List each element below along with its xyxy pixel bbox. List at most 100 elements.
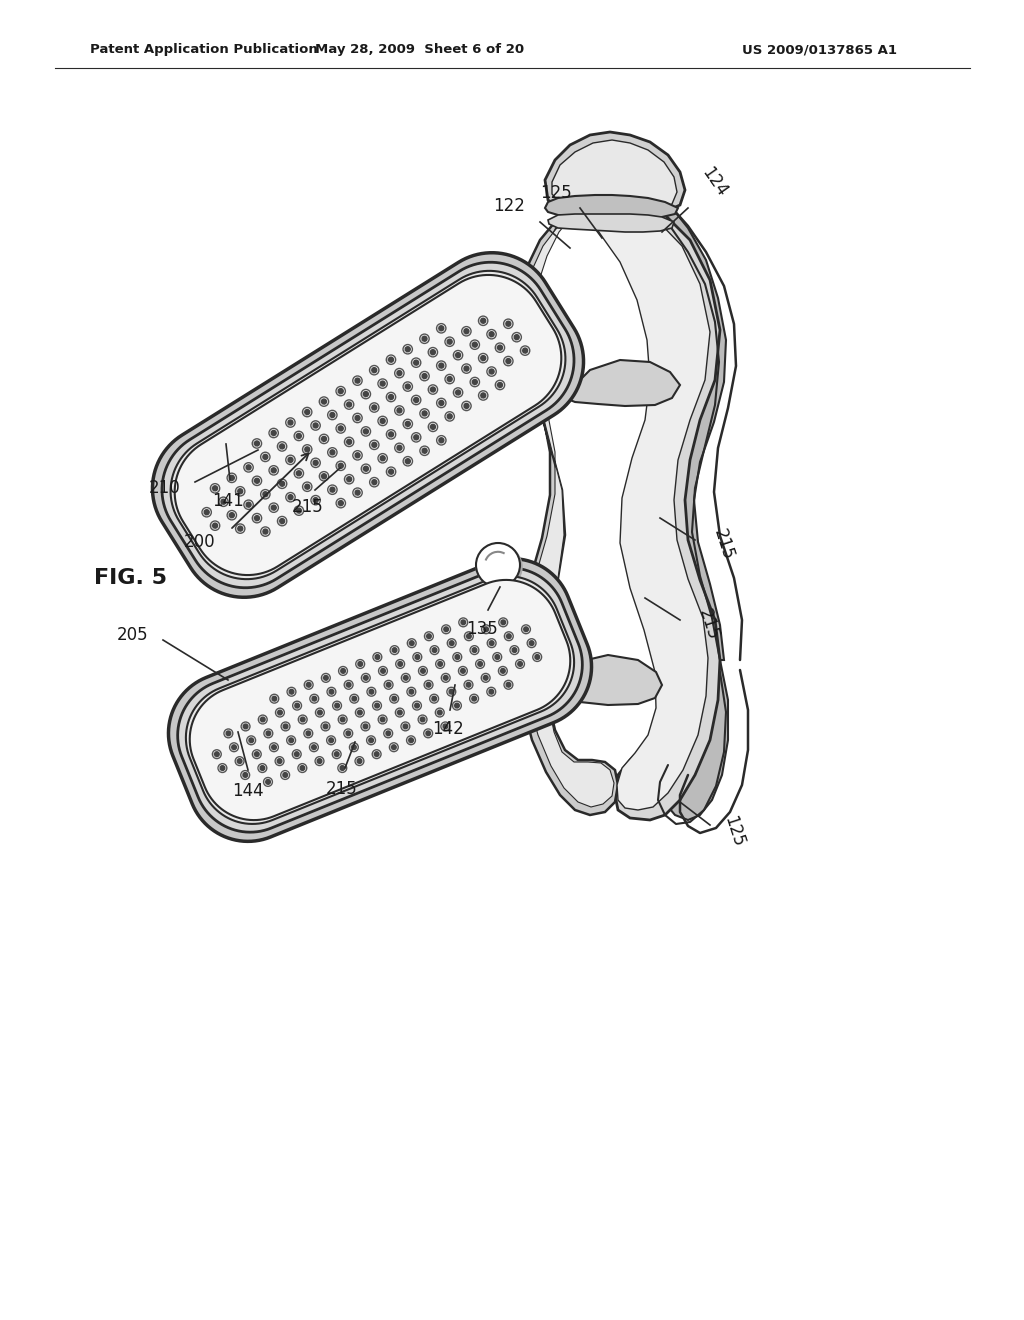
Circle shape: [312, 697, 316, 701]
Circle shape: [271, 744, 276, 750]
Circle shape: [464, 366, 469, 371]
Polygon shape: [175, 275, 561, 576]
Circle shape: [220, 766, 225, 771]
Circle shape: [238, 488, 243, 494]
Circle shape: [430, 424, 435, 429]
Circle shape: [426, 682, 431, 688]
Circle shape: [351, 744, 356, 750]
Circle shape: [260, 717, 265, 722]
Text: 200: 200: [183, 533, 215, 550]
Circle shape: [406, 347, 411, 351]
Circle shape: [204, 510, 209, 515]
Circle shape: [313, 461, 318, 466]
Circle shape: [330, 487, 335, 492]
Circle shape: [415, 655, 420, 660]
Circle shape: [464, 329, 469, 334]
Circle shape: [432, 648, 437, 652]
Circle shape: [355, 453, 360, 458]
Circle shape: [388, 395, 393, 400]
Circle shape: [426, 731, 430, 735]
Circle shape: [437, 661, 442, 667]
Circle shape: [472, 380, 477, 384]
Circle shape: [443, 627, 449, 632]
Circle shape: [249, 738, 254, 743]
Polygon shape: [548, 214, 674, 232]
Circle shape: [480, 355, 485, 360]
Circle shape: [437, 710, 442, 715]
Circle shape: [391, 744, 396, 750]
Polygon shape: [189, 579, 570, 820]
Text: 125: 125: [541, 183, 572, 202]
Circle shape: [347, 477, 351, 482]
Circle shape: [317, 759, 322, 763]
Circle shape: [289, 738, 294, 743]
Circle shape: [288, 495, 293, 500]
Circle shape: [305, 409, 309, 414]
Circle shape: [466, 682, 471, 688]
Circle shape: [311, 744, 316, 750]
Circle shape: [330, 450, 335, 455]
Circle shape: [388, 432, 393, 437]
Circle shape: [263, 492, 268, 496]
Circle shape: [438, 363, 443, 368]
Circle shape: [280, 519, 285, 524]
Circle shape: [476, 543, 520, 587]
Circle shape: [313, 498, 318, 503]
Circle shape: [483, 676, 488, 680]
Circle shape: [254, 441, 259, 446]
Circle shape: [295, 704, 299, 708]
Circle shape: [518, 661, 522, 667]
Circle shape: [375, 704, 379, 708]
Circle shape: [422, 411, 427, 416]
Circle shape: [455, 655, 460, 660]
Circle shape: [483, 627, 488, 632]
Polygon shape: [162, 263, 574, 587]
Circle shape: [430, 350, 435, 355]
Circle shape: [415, 704, 420, 708]
Circle shape: [430, 387, 435, 392]
Circle shape: [409, 738, 414, 743]
Circle shape: [246, 502, 251, 507]
Circle shape: [338, 463, 343, 469]
Circle shape: [397, 371, 401, 376]
Circle shape: [529, 640, 534, 645]
Circle shape: [266, 731, 270, 735]
Polygon shape: [555, 655, 662, 705]
Circle shape: [380, 418, 385, 424]
Circle shape: [334, 752, 339, 756]
Circle shape: [278, 759, 282, 763]
Circle shape: [422, 374, 427, 379]
Circle shape: [238, 759, 242, 763]
Text: 142: 142: [432, 719, 464, 738]
Polygon shape: [524, 210, 614, 807]
Polygon shape: [565, 360, 680, 407]
Circle shape: [238, 527, 243, 531]
Circle shape: [380, 717, 385, 722]
Circle shape: [364, 429, 369, 434]
Polygon shape: [177, 568, 583, 832]
Circle shape: [288, 420, 293, 425]
Text: US 2009/0137865 A1: US 2009/0137865 A1: [742, 44, 897, 57]
Circle shape: [414, 434, 419, 440]
Text: Patent Application Publication: Patent Application Publication: [90, 44, 317, 57]
Circle shape: [467, 634, 471, 639]
Circle shape: [450, 640, 454, 645]
Circle shape: [422, 337, 427, 342]
Circle shape: [364, 725, 368, 729]
Polygon shape: [518, 202, 618, 814]
Circle shape: [447, 339, 453, 345]
Circle shape: [294, 752, 299, 756]
Circle shape: [380, 381, 385, 387]
Circle shape: [254, 516, 259, 520]
Circle shape: [369, 689, 374, 694]
Circle shape: [322, 474, 327, 479]
Circle shape: [338, 500, 343, 506]
Circle shape: [386, 682, 391, 688]
Circle shape: [329, 689, 334, 694]
Circle shape: [461, 668, 465, 673]
Circle shape: [381, 668, 385, 673]
Circle shape: [340, 766, 345, 771]
Polygon shape: [545, 195, 678, 218]
Circle shape: [414, 397, 419, 403]
Circle shape: [489, 331, 494, 337]
